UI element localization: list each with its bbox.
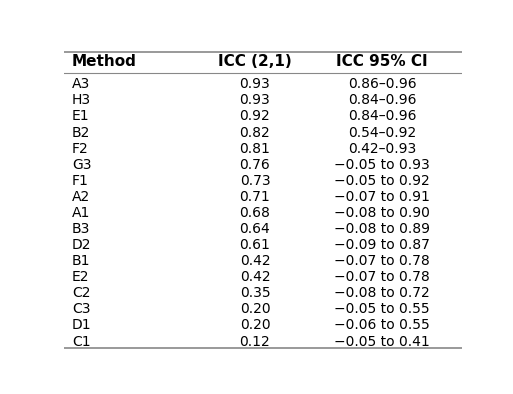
Text: −0.06 to 0.55: −0.06 to 0.55 <box>334 318 430 333</box>
Text: ICC (2,1): ICC (2,1) <box>218 54 292 69</box>
Text: D2: D2 <box>72 238 92 252</box>
Text: C1: C1 <box>72 335 91 349</box>
Text: −0.07 to 0.78: −0.07 to 0.78 <box>334 270 430 284</box>
Text: −0.08 to 0.90: −0.08 to 0.90 <box>334 206 430 220</box>
Text: 0.92: 0.92 <box>240 110 270 123</box>
Text: −0.07 to 0.78: −0.07 to 0.78 <box>334 254 430 268</box>
Text: F2: F2 <box>72 141 89 156</box>
Text: 0.84–0.96: 0.84–0.96 <box>348 110 417 123</box>
Text: 0.82: 0.82 <box>240 126 270 139</box>
Text: −0.09 to 0.87: −0.09 to 0.87 <box>334 238 430 252</box>
Text: A3: A3 <box>72 77 90 91</box>
Text: D1: D1 <box>72 318 92 333</box>
Text: 0.84–0.96: 0.84–0.96 <box>348 93 417 108</box>
Text: −0.05 to 0.92: −0.05 to 0.92 <box>334 174 430 188</box>
Text: 0.12: 0.12 <box>240 335 270 349</box>
Text: −0.08 to 0.89: −0.08 to 0.89 <box>334 222 430 236</box>
Text: B3: B3 <box>72 222 90 236</box>
Text: −0.05 to 0.41: −0.05 to 0.41 <box>334 335 430 349</box>
Text: −0.05 to 0.93: −0.05 to 0.93 <box>334 158 430 172</box>
Text: F1: F1 <box>72 174 89 188</box>
Text: 0.42: 0.42 <box>240 254 270 268</box>
Text: 0.61: 0.61 <box>240 238 270 252</box>
Text: 0.93: 0.93 <box>240 93 270 108</box>
Text: 0.42: 0.42 <box>240 270 270 284</box>
Text: C3: C3 <box>72 303 91 316</box>
Text: 0.76: 0.76 <box>240 158 270 172</box>
Text: A2: A2 <box>72 190 90 204</box>
Text: A1: A1 <box>72 206 90 220</box>
Text: 0.54–0.92: 0.54–0.92 <box>348 126 417 139</box>
Text: 0.20: 0.20 <box>240 303 270 316</box>
Text: 0.93: 0.93 <box>240 77 270 91</box>
Text: E2: E2 <box>72 270 90 284</box>
Text: E1: E1 <box>72 110 90 123</box>
Text: ICC 95% CI: ICC 95% CI <box>337 54 428 69</box>
Text: 0.64: 0.64 <box>240 222 270 236</box>
Text: 0.42–0.93: 0.42–0.93 <box>348 141 417 156</box>
Text: C2: C2 <box>72 286 91 300</box>
Text: H3: H3 <box>72 93 91 108</box>
Text: 0.35: 0.35 <box>240 286 270 300</box>
Text: −0.07 to 0.91: −0.07 to 0.91 <box>334 190 430 204</box>
Text: B1: B1 <box>72 254 91 268</box>
Text: G3: G3 <box>72 158 92 172</box>
Text: Method: Method <box>72 54 137 69</box>
Text: 0.73: 0.73 <box>240 174 270 188</box>
Text: 0.81: 0.81 <box>240 141 270 156</box>
Text: −0.08 to 0.72: −0.08 to 0.72 <box>334 286 430 300</box>
Text: 0.68: 0.68 <box>240 206 270 220</box>
Text: 0.20: 0.20 <box>240 318 270 333</box>
Text: 0.71: 0.71 <box>240 190 270 204</box>
Text: 0.86–0.96: 0.86–0.96 <box>348 77 417 91</box>
Text: B2: B2 <box>72 126 90 139</box>
Text: −0.05 to 0.55: −0.05 to 0.55 <box>334 303 430 316</box>
